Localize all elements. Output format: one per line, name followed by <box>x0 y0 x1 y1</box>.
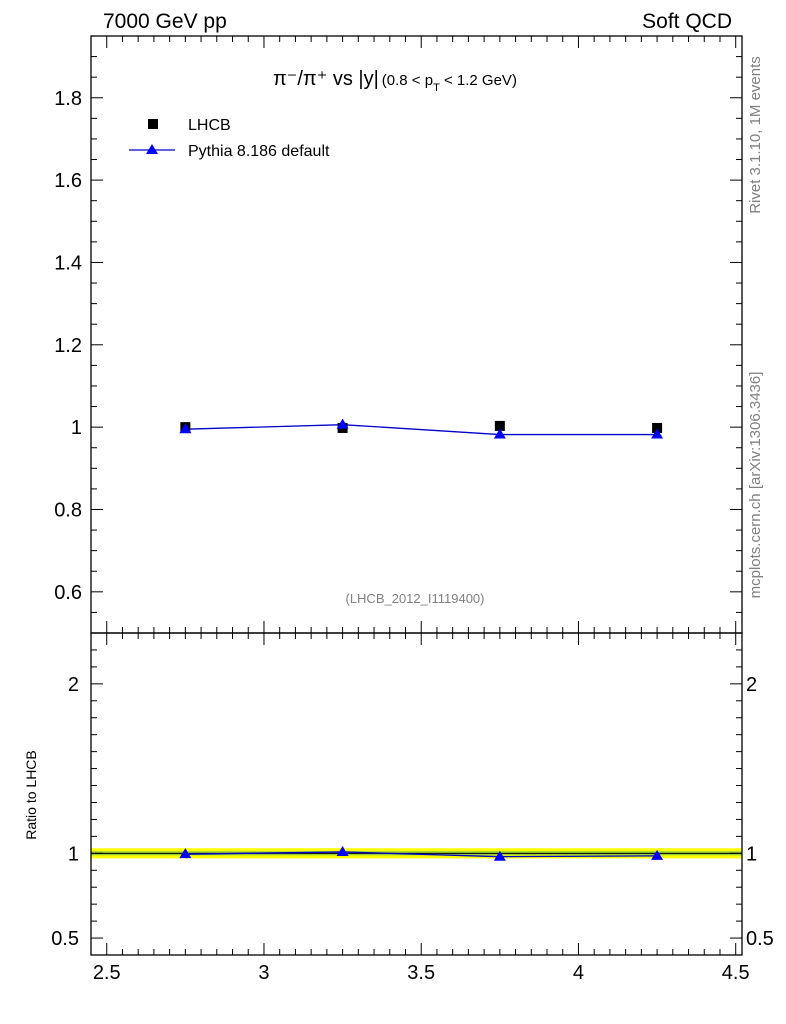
ratio-y-tick-label-right: 1 <box>746 843 757 865</box>
ratio-y-tick-label-right: 2 <box>746 674 757 696</box>
mc-point <box>493 428 506 439</box>
main-y-tick-label: 1.6 <box>54 170 82 192</box>
rivet-label: Rivet 3.1.10, 1M events <box>747 56 764 214</box>
ratio-y-tick-label-right: 0.5 <box>746 928 774 950</box>
analysis-id: (LHCB_2012_I1119400) <box>345 591 484 606</box>
mc-point <box>336 418 349 429</box>
ratio-y-tick-label-left: 0.5 <box>51 928 79 950</box>
x-tick-label: 3 <box>258 962 269 984</box>
main-y-tick-label: 1 <box>71 417 82 439</box>
title-sub-prefix: (0.8 < p <box>382 72 433 89</box>
x-tick-label: 4.5 <box>722 962 750 984</box>
main-y-tick-label: 1.2 <box>54 335 82 357</box>
ratio-mc-point <box>493 850 506 861</box>
mc-point <box>179 423 192 434</box>
legend-mc-marker <box>146 144 158 154</box>
mc-point <box>651 428 664 439</box>
ratio-mc-point <box>336 845 349 856</box>
mcplots-label: mcplots.cern.ch [arXiv:1306.3436] <box>747 372 764 599</box>
main-y-tick-label: 0.6 <box>54 582 82 604</box>
legend-data-label: LHCB <box>188 117 231 134</box>
ratio-y-tick-label-left: 1 <box>68 843 79 865</box>
mc-line <box>185 424 658 436</box>
ratio-mc-line <box>185 851 658 858</box>
legend-data-marker <box>148 119 158 129</box>
x-tick-label: 3.5 <box>407 962 435 984</box>
data-point <box>494 420 505 431</box>
title-sub-sub: T <box>433 82 440 94</box>
ratio-y-tick-label-left: 2 <box>68 674 79 696</box>
x-tick-label: 4 <box>573 962 584 984</box>
title-main: π⁻/π⁺ vs |y| <box>273 68 379 90</box>
ratio-mc-point <box>651 849 664 860</box>
x-tick-label: 2.5 <box>93 962 121 984</box>
main-y-tick-label: 0.8 <box>54 499 82 521</box>
data-point <box>652 422 663 433</box>
title-sub-suffix: < 1.2 GeV) <box>440 72 517 89</box>
legend-mc-label: Pythia 8.186 default <box>188 143 330 160</box>
plot-title: π⁻/π⁺ vs |y| (0.8 < pT < 1.2 GeV) <box>273 68 517 94</box>
ratio-ylabel: Ratio to LHCB <box>23 750 39 839</box>
ratio-mc-point <box>179 848 192 859</box>
ratio-frame <box>90 632 743 956</box>
main-y-tick-label: 1.8 <box>54 88 82 110</box>
header-right: Soft QCD <box>642 10 732 33</box>
header-left: 7000 GeV pp <box>103 10 227 33</box>
main-y-tick-label: 1.4 <box>54 252 82 274</box>
